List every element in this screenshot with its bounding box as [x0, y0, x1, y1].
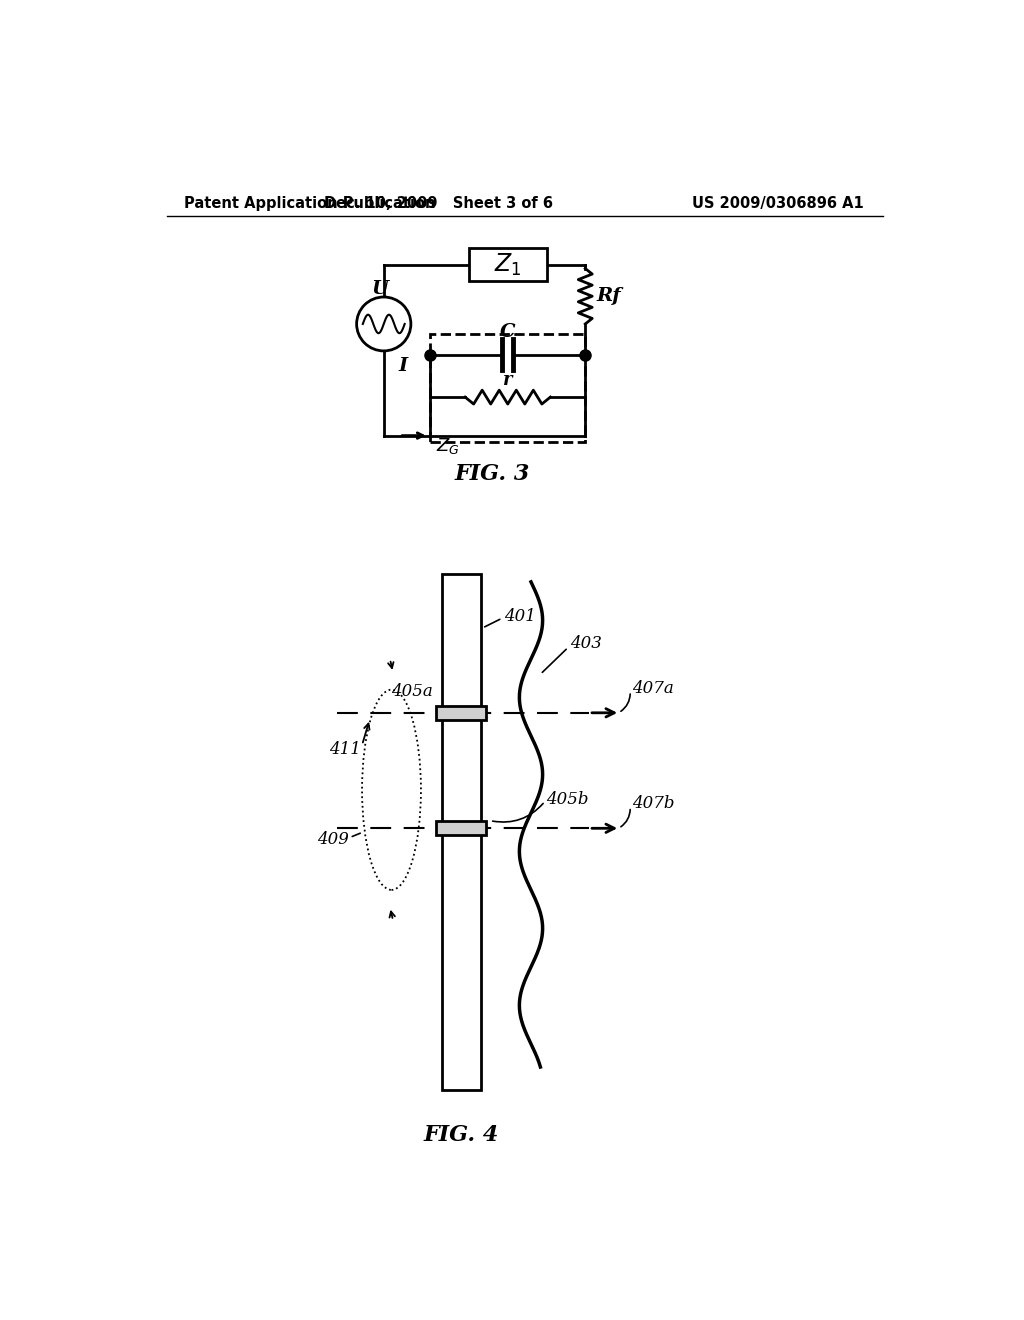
Text: U: U — [372, 280, 388, 298]
Text: I: I — [398, 358, 408, 375]
Text: r: r — [503, 371, 512, 389]
Text: $Z_G$: $Z_G$ — [436, 436, 461, 455]
Bar — [430, 334, 586, 442]
Text: Dec. 10, 2009   Sheet 3 of 6: Dec. 10, 2009 Sheet 3 of 6 — [324, 195, 553, 211]
Text: 403: 403 — [569, 635, 602, 652]
Text: 405b: 405b — [547, 791, 589, 808]
Text: C: C — [500, 322, 515, 341]
Bar — [469, 248, 547, 281]
Text: Patent Application Publication: Patent Application Publication — [183, 195, 435, 211]
Text: 401: 401 — [504, 609, 536, 626]
Text: FIG. 4: FIG. 4 — [424, 1123, 499, 1146]
Circle shape — [356, 297, 411, 351]
Bar — [436, 706, 486, 719]
Bar — [442, 574, 480, 1090]
Text: 409: 409 — [317, 832, 349, 849]
Text: Rf: Rf — [596, 288, 621, 305]
Text: 411: 411 — [329, 742, 360, 758]
Text: 405a: 405a — [391, 682, 432, 700]
Text: US 2009/0306896 A1: US 2009/0306896 A1 — [692, 195, 864, 211]
Text: 407a: 407a — [632, 680, 674, 697]
Text: FIG. 3: FIG. 3 — [455, 463, 530, 486]
Bar — [436, 821, 486, 836]
Text: 407b: 407b — [632, 795, 674, 812]
Text: $Z_1$: $Z_1$ — [494, 252, 521, 277]
